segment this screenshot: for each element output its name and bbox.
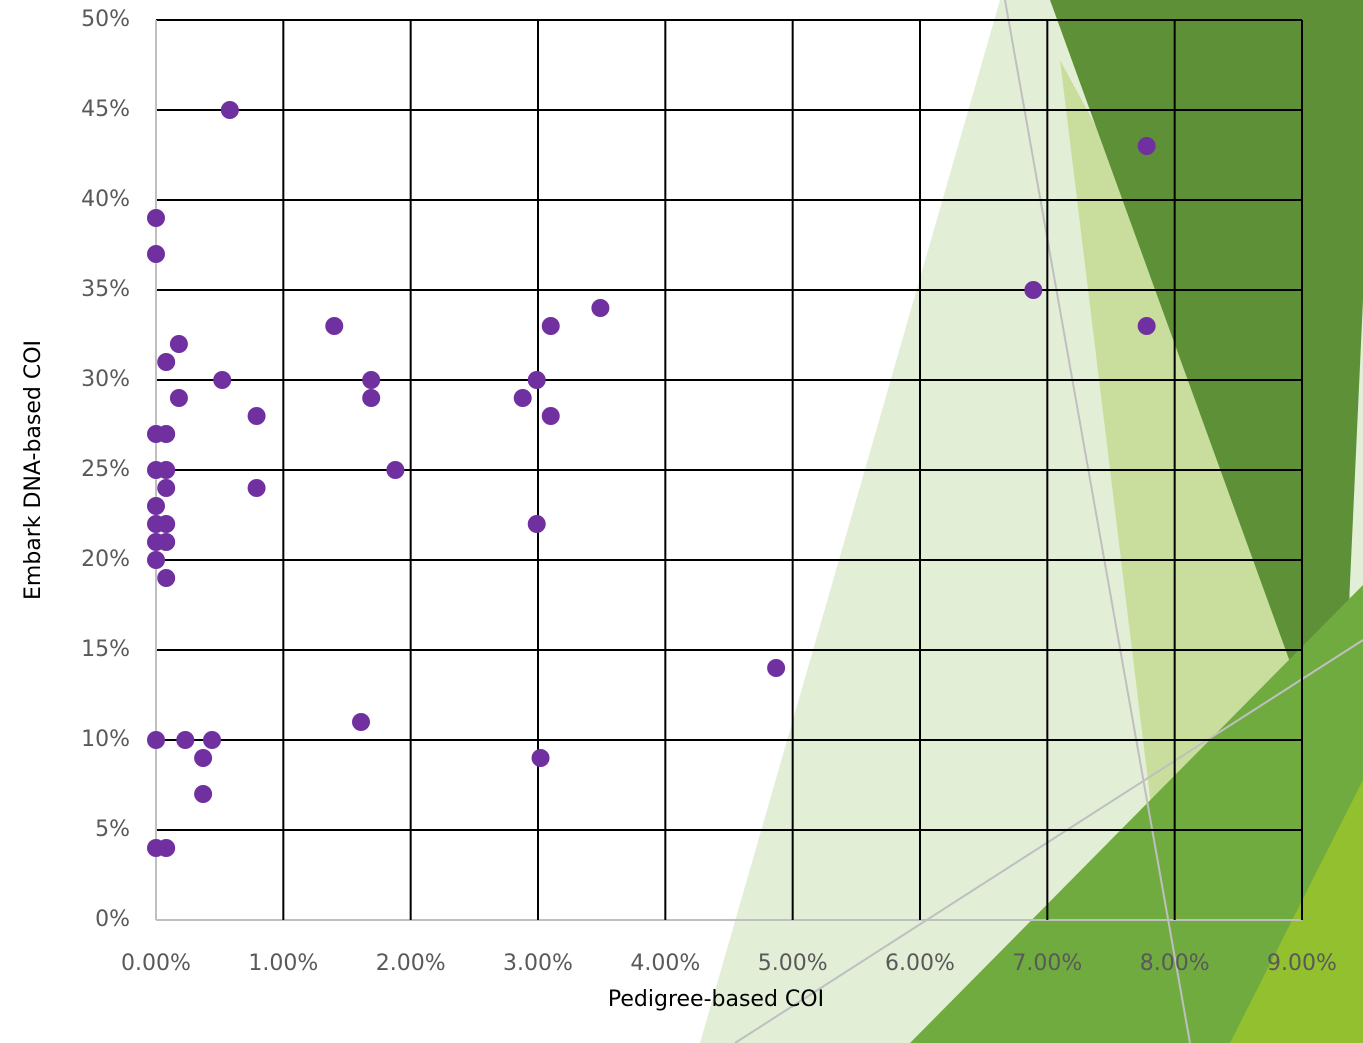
x-tick-label: 4.00% [630, 951, 700, 976]
y-tick-label: 10% [81, 727, 130, 752]
y-tick-label: 45% [81, 97, 130, 122]
point [157, 515, 175, 533]
point [147, 245, 165, 263]
point [203, 731, 221, 749]
y-tick-label: 0% [95, 907, 130, 932]
y-tick-label: 30% [81, 367, 130, 392]
x-tick-label: 8.00% [1140, 951, 1210, 976]
x-tick-label: 5.00% [758, 951, 828, 976]
point [542, 407, 560, 425]
point [532, 749, 550, 767]
x-tick-label: 3.00% [503, 951, 573, 976]
point [170, 335, 188, 353]
y-tick-label: 25% [81, 457, 130, 482]
point [386, 461, 404, 479]
chart: Pedigree-based COI Embark DNA-based COI … [0, 0, 1363, 1043]
x-tick-label: 0.00% [121, 951, 191, 976]
point [542, 317, 560, 335]
point [176, 731, 194, 749]
point [157, 425, 175, 443]
point [591, 299, 609, 317]
point [362, 371, 380, 389]
point [147, 209, 165, 227]
point [170, 389, 188, 407]
point [1138, 317, 1156, 335]
y-tick-label: 50% [81, 7, 130, 32]
point [325, 317, 343, 335]
point [147, 551, 165, 569]
x-tick-label: 9.00% [1267, 951, 1337, 976]
point [248, 479, 266, 497]
point [194, 785, 212, 803]
point [157, 533, 175, 551]
y-tick-label: 5% [95, 817, 130, 842]
point [352, 713, 370, 731]
point [767, 659, 785, 677]
x-tick-label: 1.00% [248, 951, 318, 976]
point [514, 389, 532, 407]
y-tick-label: 35% [81, 277, 130, 302]
x-tick-label: 7.00% [1012, 951, 1082, 976]
point [157, 569, 175, 587]
y-tick-label: 15% [81, 637, 130, 662]
point [1024, 281, 1042, 299]
y-tick-label: 40% [81, 187, 130, 212]
point [528, 371, 546, 389]
point [1138, 137, 1156, 155]
y-axis-title: Embark DNA-based COI [21, 340, 46, 600]
point [157, 839, 175, 857]
decoration [700, 0, 1363, 1043]
point [147, 497, 165, 515]
point [528, 515, 546, 533]
x-axis-title: Pedigree-based COI [608, 987, 824, 1012]
y-tick-label: 20% [81, 547, 130, 572]
point [157, 461, 175, 479]
point [362, 389, 380, 407]
point [194, 749, 212, 767]
x-tick-label: 6.00% [885, 951, 955, 976]
point [147, 731, 165, 749]
point [248, 407, 266, 425]
point [221, 101, 239, 119]
x-tick-label: 2.00% [376, 951, 446, 976]
point [157, 479, 175, 497]
point [213, 371, 231, 389]
point [157, 353, 175, 371]
